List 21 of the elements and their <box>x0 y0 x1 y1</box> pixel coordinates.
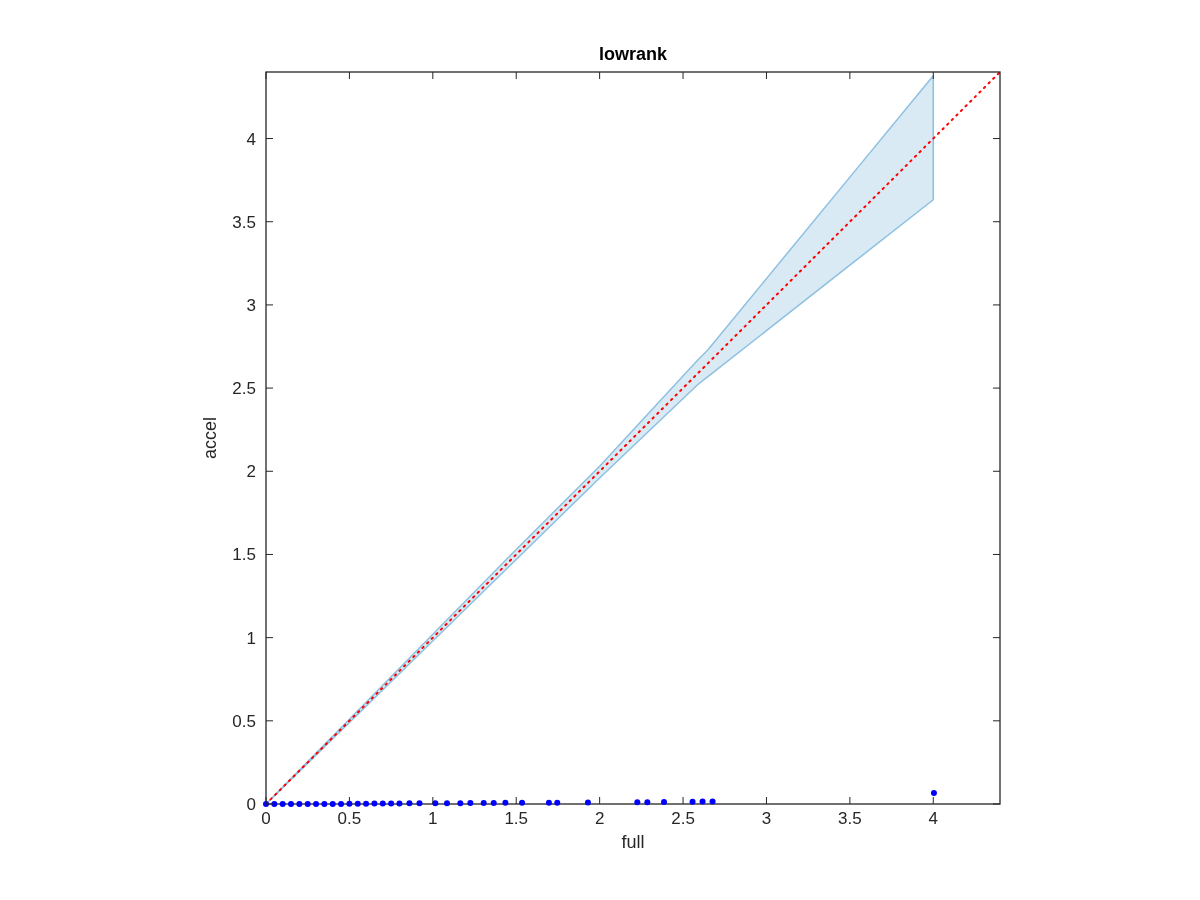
x-tick-label: 3 <box>761 809 772 828</box>
x-tick-label: 1.5 <box>504 809 529 828</box>
x-tick-label: 2 <box>594 809 605 828</box>
y-tick-label: 1.5 <box>232 545 256 565</box>
x-tick-label: 0.5 <box>337 809 362 828</box>
x-tick-label: 0 <box>261 809 271 828</box>
chart-title: lowrank <box>598 44 668 64</box>
x-tick-label: 1 <box>428 809 438 828</box>
y-tick-label: 0 <box>246 795 256 814</box>
x-tick-label: 2.5 <box>671 809 695 828</box>
y-tick-label: 0.5 <box>232 711 256 731</box>
y-tick-label: 3 <box>246 295 256 315</box>
x-tick-label: 4 <box>928 809 939 828</box>
x-axis-title: full <box>621 832 645 852</box>
y-tick-label: 4 <box>246 129 256 149</box>
y-tick-label: 2.5 <box>232 379 256 399</box>
y-tick-label: 1 <box>246 628 256 648</box>
y-tick-label: 3.5 <box>232 212 256 232</box>
x-tick-label: 3.5 <box>838 809 862 828</box>
y-tick-label: 2 <box>246 462 256 482</box>
y-axis-title: accel <box>200 416 220 460</box>
